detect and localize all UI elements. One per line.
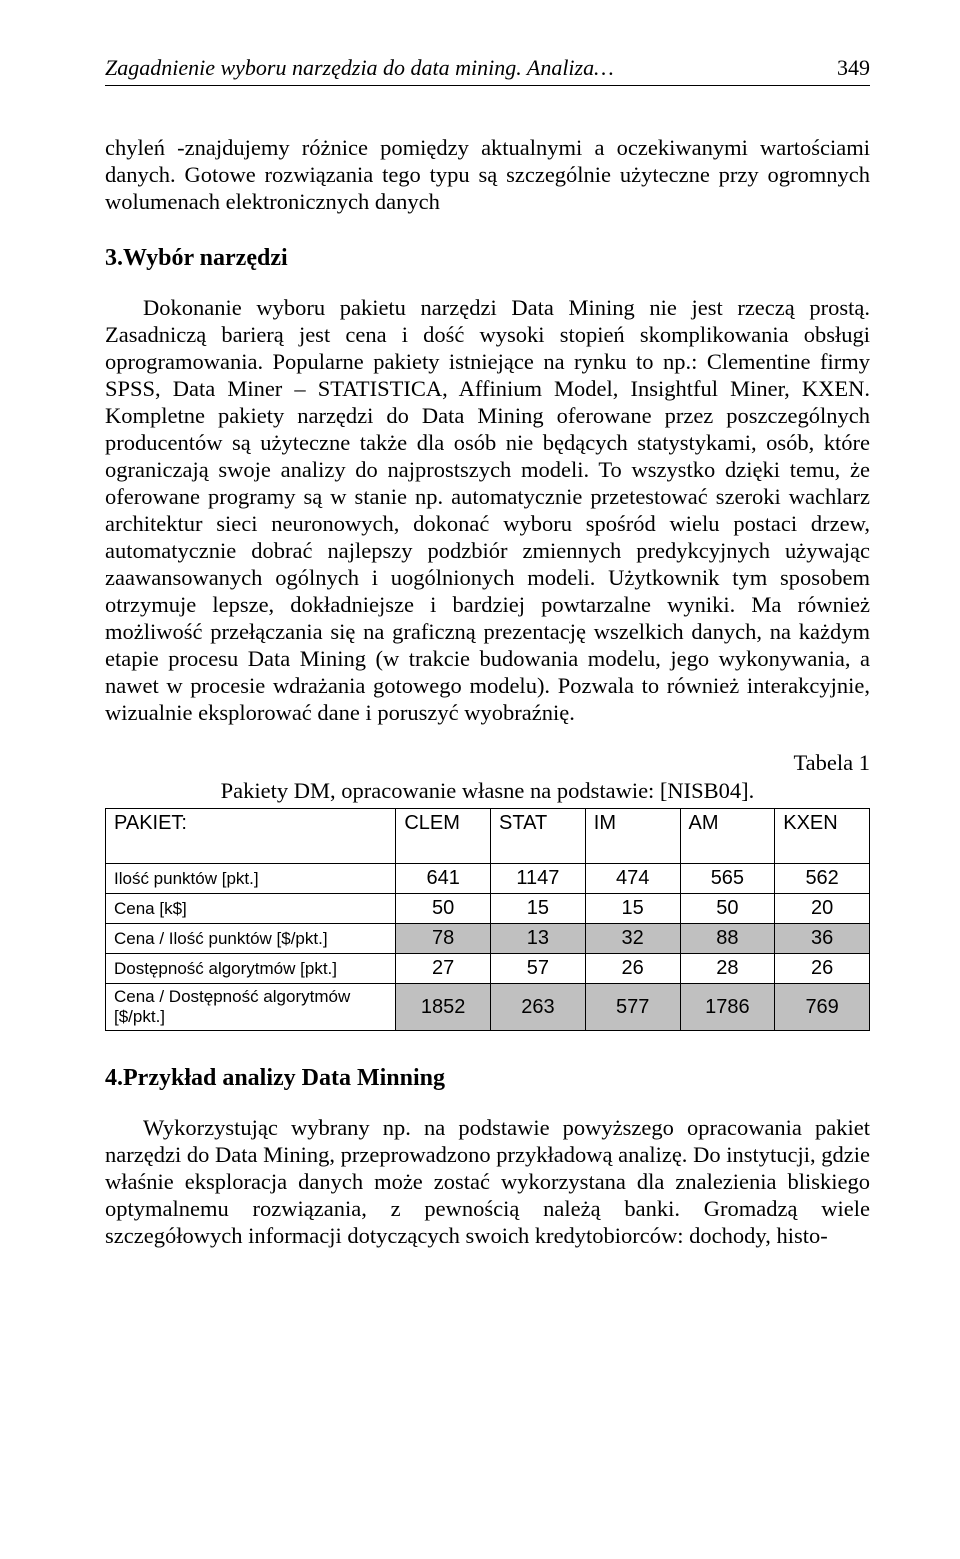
table-label: Tabela 1 bbox=[105, 750, 870, 776]
table-cell: 50 bbox=[396, 894, 491, 924]
table-cell: 641 bbox=[396, 864, 491, 894]
table-row-label: Cena / Ilość punktów [$/pkt.] bbox=[106, 924, 396, 954]
table-cell: 26 bbox=[775, 954, 870, 984]
data-table: PAKIET:CLEMSTATIMAMKXEN Ilość punktów [p… bbox=[105, 808, 870, 1031]
table-header-label: PAKIET: bbox=[106, 809, 396, 864]
table-cell: 15 bbox=[585, 894, 680, 924]
table-cell: 28 bbox=[680, 954, 775, 984]
table-cell: 26 bbox=[585, 954, 680, 984]
table-row-label: Cena / Dostępność algorytmów [$/pkt.] bbox=[106, 984, 396, 1031]
table-row: Ilość punktów [pkt.]6411147474565562 bbox=[106, 864, 870, 894]
table-cell: 20 bbox=[775, 894, 870, 924]
table-cell: 78 bbox=[396, 924, 491, 954]
table-row: Cena [k$]5015155020 bbox=[106, 894, 870, 924]
table-caption: Pakiety DM, opracowanie własne na podsta… bbox=[105, 778, 870, 804]
table-cell: 88 bbox=[680, 924, 775, 954]
table-header-col: AM bbox=[680, 809, 775, 864]
table-header-col: KXEN bbox=[775, 809, 870, 864]
table-row: Dostępność algorytmów [pkt.]2757262826 bbox=[106, 954, 870, 984]
table-cell: 577 bbox=[585, 984, 680, 1031]
table-row-label: Ilość punktów [pkt.] bbox=[106, 864, 396, 894]
table-head: PAKIET:CLEMSTATIMAMKXEN bbox=[106, 809, 870, 864]
table-cell: 50 bbox=[680, 894, 775, 924]
table-header-col: CLEM bbox=[396, 809, 491, 864]
table-cell: 565 bbox=[680, 864, 775, 894]
section-heading-3: 3.Wybór narzędzi bbox=[105, 245, 870, 272]
table-cell: 1147 bbox=[491, 864, 586, 894]
table-cell: 13 bbox=[491, 924, 586, 954]
table-header-row: PAKIET:CLEMSTATIMAMKXEN bbox=[106, 809, 870, 864]
table-row-label: Dostępność algorytmów [pkt.] bbox=[106, 954, 396, 984]
table-header-col: STAT bbox=[491, 809, 586, 864]
table-row-label: Cena [k$] bbox=[106, 894, 396, 924]
table-cell: 32 bbox=[585, 924, 680, 954]
table-cell: 474 bbox=[585, 864, 680, 894]
paragraph-section-3: Dokonanie wyboru pakietu narzędzi Data M… bbox=[105, 294, 870, 726]
running-head-title: Zagadnienie wyboru narzędzia do data min… bbox=[105, 55, 614, 81]
table-cell: 769 bbox=[775, 984, 870, 1031]
page: Zagadnienie wyboru narzędzia do data min… bbox=[0, 0, 960, 1333]
table-cell: 1852 bbox=[396, 984, 491, 1031]
running-head: Zagadnienie wyboru narzędzia do data min… bbox=[105, 55, 870, 86]
table-cell: 36 bbox=[775, 924, 870, 954]
table-body: Ilość punktów [pkt.]6411147474565562Cena… bbox=[106, 864, 870, 1031]
table-row: Cena / Ilość punktów [$/pkt.]7813328836 bbox=[106, 924, 870, 954]
table-cell: 57 bbox=[491, 954, 586, 984]
paragraph-continuation: chyleń -znajdujemy różnice pomiędzy aktu… bbox=[105, 134, 870, 215]
table-header-col: IM bbox=[585, 809, 680, 864]
paragraph-section-4: Wykorzystując wybrany np. na podstawie p… bbox=[105, 1114, 870, 1249]
table-cell: 562 bbox=[775, 864, 870, 894]
table-cell: 15 bbox=[491, 894, 586, 924]
table-row: Cena / Dostępność algorytmów [$/pkt.]185… bbox=[106, 984, 870, 1031]
page-number: 349 bbox=[837, 55, 870, 81]
table-cell: 263 bbox=[491, 984, 586, 1031]
table-cell: 1786 bbox=[680, 984, 775, 1031]
table-cell: 27 bbox=[396, 954, 491, 984]
section-heading-4: 4.Przykład analizy Data Minning bbox=[105, 1065, 870, 1092]
